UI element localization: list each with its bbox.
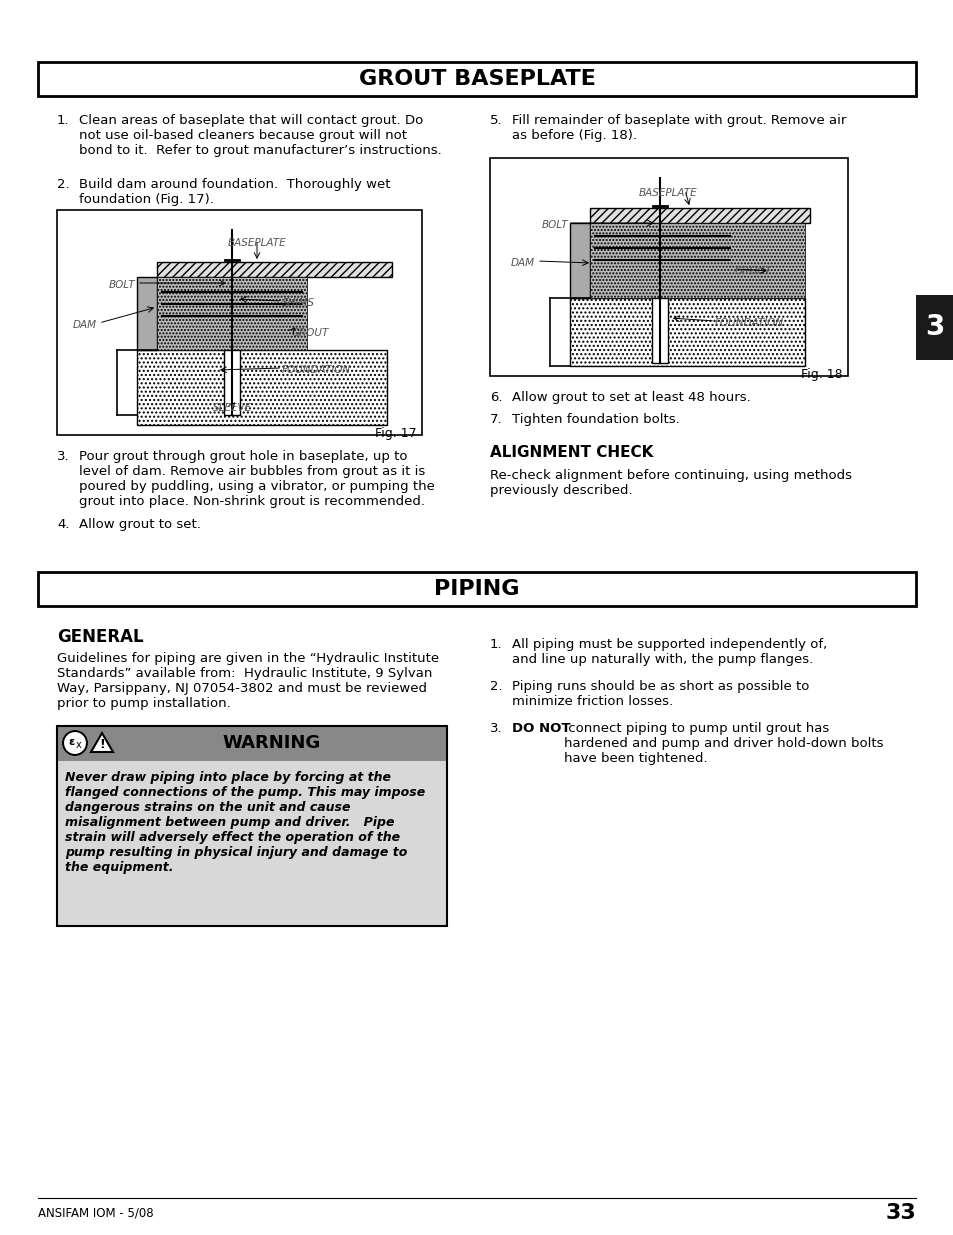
Text: GROUT: GROUT (292, 329, 329, 338)
Text: ANSIFAM IOM - 5/08: ANSIFAM IOM - 5/08 (38, 1207, 153, 1219)
Text: All piping must be supported independently of,
and line up naturally with, the p: All piping must be supported independent… (512, 638, 826, 666)
Text: Tighten foundation bolts.: Tighten foundation bolts. (512, 412, 679, 426)
Text: Fill remainder of baseplate with grout. Remove air
as before (Fig. 18).: Fill remainder of baseplate with grout. … (512, 114, 845, 142)
Text: x: x (76, 740, 82, 750)
Text: PIPING: PIPING (434, 579, 519, 599)
Text: 1.: 1. (57, 114, 70, 127)
Bar (655, 348, 664, 356)
Text: ε: ε (69, 737, 75, 747)
Text: Piping runs should be as short as possible to
minimize friction losses.: Piping runs should be as short as possib… (512, 680, 808, 708)
Text: Allow grout to set.: Allow grout to set. (79, 517, 201, 531)
Bar (157, 277, 307, 350)
Text: 6.: 6. (490, 391, 502, 404)
Text: Allow grout to set at least 48 hours.: Allow grout to set at least 48 hours. (512, 391, 750, 404)
Text: !: ! (99, 737, 105, 751)
Text: Build dam around foundation.  Thoroughly wet
foundation (Fig. 17).: Build dam around foundation. Thoroughly … (79, 178, 390, 206)
Text: Guidelines for piping are given in the “Hydraulic Institute
Standards” available: Guidelines for piping are given in the “… (57, 652, 438, 710)
Text: DO NOT: DO NOT (512, 722, 570, 735)
Text: Fig. 18: Fig. 18 (801, 368, 842, 382)
Text: GROUT BASEPLATE: GROUT BASEPLATE (358, 69, 595, 89)
Bar (137, 350, 387, 425)
Polygon shape (91, 734, 112, 752)
Text: DAM: DAM (511, 258, 535, 268)
Bar (569, 224, 589, 298)
Text: DAM: DAM (72, 320, 97, 330)
Text: 3.: 3. (57, 450, 70, 463)
Text: Re-check alignment before continuing, using methods
previously described.: Re-check alignment before continuing, us… (490, 469, 851, 496)
Text: Clean areas of baseplate that will contact grout. Do
not use oil-based cleaners : Clean areas of baseplate that will conta… (79, 114, 441, 157)
Text: BASEPLATE: BASEPLATE (638, 188, 697, 198)
Text: 3: 3 (924, 312, 943, 341)
Text: ALIGNMENT CHECK: ALIGNMENT CHECK (490, 445, 653, 459)
Bar (137, 277, 157, 350)
Text: Never draw piping into place by forcing at the
flanged connections of the pump. : Never draw piping into place by forcing … (65, 771, 425, 874)
Text: SHIMS: SHIMS (282, 298, 314, 308)
Text: 33: 33 (884, 1203, 915, 1223)
Text: Fig. 17: Fig. 17 (375, 427, 416, 440)
Bar (569, 298, 804, 366)
Text: GROUT: GROUT (734, 266, 772, 275)
Text: GENERAL: GENERAL (57, 629, 144, 646)
Text: SLEEVE: SLEEVE (213, 403, 252, 412)
Text: 4.: 4. (57, 517, 70, 531)
Text: WARNING: WARNING (223, 734, 321, 752)
Bar (157, 262, 392, 277)
Bar (38, 62, 915, 96)
Text: BASEPLATE: BASEPLATE (228, 238, 286, 248)
Text: 2.: 2. (57, 178, 70, 191)
Text: 2.: 2. (490, 680, 502, 693)
Text: connect piping to pump until grout has
hardened and pump and driver hold-down bo: connect piping to pump until grout has h… (563, 722, 882, 764)
Bar (490, 158, 847, 375)
Text: 5.: 5. (490, 114, 502, 127)
Text: FOUNDATION: FOUNDATION (282, 366, 351, 375)
Bar (57, 726, 447, 926)
Text: 3.: 3. (490, 722, 502, 735)
Bar (57, 210, 421, 435)
Text: 1.: 1. (490, 638, 502, 651)
Bar (589, 207, 809, 224)
Bar (589, 224, 804, 298)
Text: BOLT: BOLT (109, 280, 135, 290)
Bar (227, 400, 236, 408)
Text: Pour grout through grout hole in baseplate, up to
level of dam. Remove air bubbl: Pour grout through grout hole in basepla… (79, 450, 435, 508)
Bar (651, 298, 667, 363)
Bar (38, 572, 915, 606)
Text: FOUNDATION: FOUNDATION (714, 317, 783, 329)
Bar (57, 726, 447, 761)
Bar (57, 761, 447, 926)
Bar (915, 295, 953, 359)
Circle shape (63, 731, 87, 755)
Text: 7.: 7. (490, 412, 502, 426)
Text: BOLT: BOLT (540, 220, 567, 230)
Bar (224, 350, 240, 415)
